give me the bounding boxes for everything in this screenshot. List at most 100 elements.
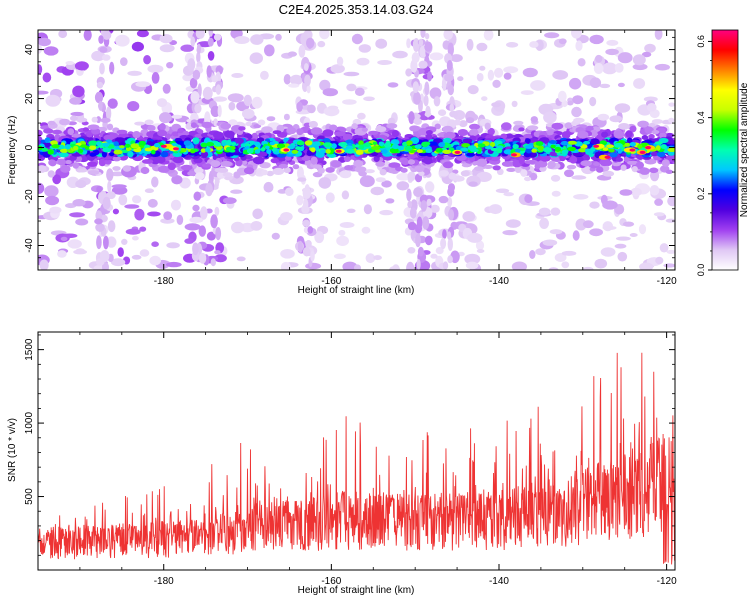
heatmap-cell [48,159,57,167]
heatmap-cell [102,147,112,153]
heatmap-cell [491,102,501,108]
heatmap-cell [631,166,638,173]
heatmap-x-tick-label: -180 [154,276,174,287]
heatmap-cell [646,103,657,112]
heatmap-cell [285,187,294,196]
heatmap-cell [405,68,412,77]
heatmap-cell [567,140,577,145]
heatmap-cell [457,129,469,136]
heatmap-cell [425,130,433,135]
snr-series-line [38,352,675,565]
heatmap-cell [110,258,126,267]
heatmap-cell [571,30,582,39]
heatmap-cell [602,62,618,75]
heatmap-cell [365,253,376,264]
heatmap-cell [502,230,518,236]
heatmap-cell [339,222,355,228]
heatmap-cell [134,121,146,126]
heatmap-cell [67,128,75,136]
heatmap-cell [180,164,193,171]
heatmap-cell [217,104,222,118]
heatmap-cell [185,122,193,130]
heatmap-cell [529,172,538,181]
heatmap-cell [93,265,105,270]
heatmap-cell [79,144,88,148]
heatmap-cell [99,62,105,75]
heatmap-cell [261,126,273,133]
heatmap-cell [52,129,62,135]
heatmap-cell [231,73,244,78]
heatmap-cell [220,160,233,167]
heatmap-cell [386,123,398,129]
heatmap-cell [391,144,400,150]
heatmap-cell [280,261,291,270]
heatmap-cell [317,167,325,174]
heatmap-cell [43,46,59,56]
heatmap-cell [157,165,170,173]
heatmap-cell [198,225,206,237]
colorbar-tick-label: 0.0 [696,264,706,277]
heatmap-cell [534,163,541,170]
heatmap-cell [62,233,78,239]
heatmap-cell [151,176,159,188]
heatmap-cell [505,42,519,48]
heatmap-cell [231,142,237,146]
heatmap-cell [389,148,399,153]
snr-x-tick-label: -140 [489,576,509,587]
heatmap-cell [65,61,75,65]
heatmap-cell [112,166,121,171]
heatmap-cell [614,103,631,113]
heatmap-cell [375,38,388,49]
heatmap-cell [45,94,61,107]
heatmap-cell [288,83,300,88]
heatmap-x-tick-label: -120 [657,276,677,287]
heatmap-cell [602,147,609,151]
heatmap-cell [417,127,429,136]
heatmap-cell [639,167,650,175]
heatmap-cell [614,63,624,73]
heatmap-cell [296,195,304,206]
heatmap-cell [260,147,266,152]
heatmap-cell [57,250,67,258]
heatmap-cell [96,141,102,146]
heatmap-cell [564,122,573,129]
heatmap-cell [515,148,521,153]
heatmap-cell [58,30,68,39]
heatmap-cell [466,117,475,124]
heatmap-cell [438,109,447,116]
heatmap-cell [302,187,312,199]
heatmap-cell [163,211,173,221]
heatmap-cell [124,143,131,148]
heatmap-cell [38,44,43,54]
heatmap-cell [483,164,493,169]
heatmap-cell [151,241,159,247]
heatmap-cell [551,190,561,197]
heatmap-cell [668,117,675,123]
heatmap-cell [124,204,140,209]
heatmap-cell [111,184,127,189]
heatmap-cell [335,149,342,153]
heatmap-cell [271,232,280,240]
heatmap-cell [301,155,311,162]
heatmap-cell [605,48,619,56]
heatmap-cell [449,110,458,118]
heatmap-cell [45,195,60,206]
heatmap-cell [305,240,312,248]
heatmap-cell [639,262,654,270]
heatmap-cell [342,261,358,270]
heatmap-cell [135,81,151,88]
heatmap-cell [594,258,608,269]
heatmap-cell [615,157,623,162]
heatmap-cell [381,149,388,154]
heatmap-cell [356,57,370,66]
heatmap-cell [561,261,570,269]
heatmap-cell [589,228,603,237]
heatmap-cell [266,148,272,155]
heatmap-cell [552,70,569,80]
heatmap-cell [665,169,673,174]
heatmap-cell [263,181,274,193]
heatmap-cell [132,195,142,204]
heatmap-cell [257,119,266,126]
heatmap-cell [107,220,116,233]
heatmap-cell [101,150,107,158]
